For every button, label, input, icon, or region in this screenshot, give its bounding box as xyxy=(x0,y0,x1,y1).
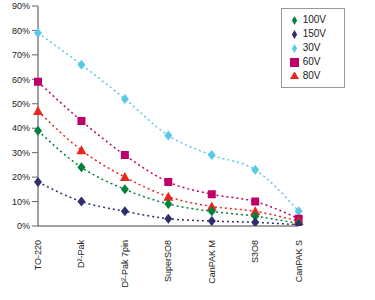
svg-text:90%: 90% xyxy=(12,1,30,11)
svg-text:50%: 50% xyxy=(12,99,30,109)
svg-text:80%: 80% xyxy=(12,26,30,36)
svg-text:20%: 20% xyxy=(12,172,30,182)
svg-text:SuperSO8: SuperSO8 xyxy=(163,240,173,282)
svg-text:TO-220: TO-220 xyxy=(33,240,43,270)
svg-text:70%: 70% xyxy=(12,50,30,60)
html-text:30V: 30V xyxy=(302,42,321,53)
svg-text:0%: 0% xyxy=(17,221,30,231)
svg-text:CanPAK M: CanPAK M xyxy=(207,240,217,284)
svg-text:D²-Pak: D²-Pak xyxy=(76,240,86,269)
svg-text:40%: 40% xyxy=(12,123,30,133)
html-text:100V: 100V xyxy=(302,14,326,25)
svg-text:30%: 30% xyxy=(12,148,30,158)
svg-text:CanPAK S: CanPAK S xyxy=(294,240,304,282)
svg-text:10%: 10% xyxy=(12,197,30,207)
svg-text:D²-Pak 7pin: D²-Pak 7pin xyxy=(120,240,130,288)
html-text:60V: 60V xyxy=(302,56,321,67)
html-text:150V: 150V xyxy=(302,28,326,39)
svg-text:60%: 60% xyxy=(12,75,30,85)
svg-text:S3O8: S3O8 xyxy=(250,240,260,263)
html-text:80V: 80V xyxy=(302,70,321,81)
